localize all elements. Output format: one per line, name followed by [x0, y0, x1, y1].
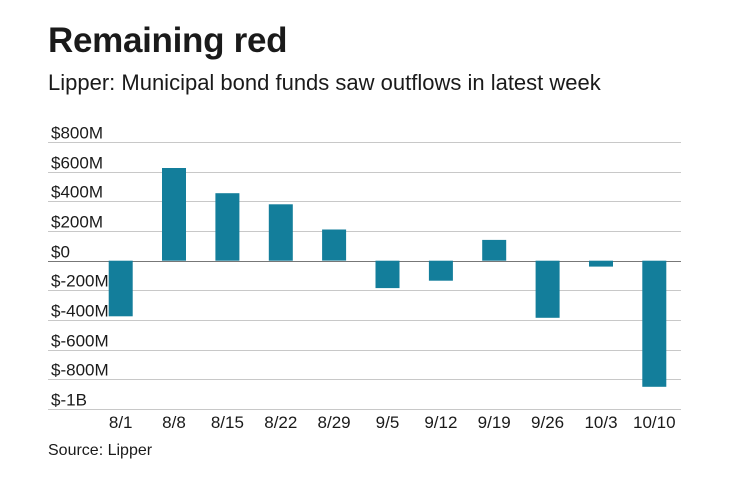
y-tick-label: $-800M — [51, 361, 109, 380]
x-tick-label: 8/8 — [162, 413, 186, 432]
bar-8-1 — [108, 260, 133, 317]
y-tick-label: $-600M — [51, 332, 109, 351]
bar-9-19 — [482, 239, 507, 261]
chart-title: Remaining red — [48, 21, 288, 60]
bars — [108, 168, 667, 387]
x-tick-label: 8/22 — [264, 413, 297, 432]
y-tick-label: $0 — [51, 243, 70, 262]
bar-8-22 — [268, 204, 293, 261]
bar-9-12 — [428, 260, 453, 281]
bar-10-3 — [589, 260, 613, 267]
y-tick-label: $800M — [51, 124, 103, 143]
chart-subtitle: Lipper: Municipal bond funds saw outflow… — [48, 70, 601, 95]
y-tick-label: $-1B — [51, 391, 87, 410]
x-axis-tick-labels: 8/1 8/8 8/15 8/22 8/29 9/5 9/12 9/19 9/26 10/3 10/… — [109, 413, 676, 432]
x-tick-label: 9/12 — [424, 413, 457, 432]
x-tick-label: 8/15 — [211, 413, 244, 432]
y-tick-label: $-400M — [51, 302, 109, 321]
bar-8-8 — [162, 168, 186, 261]
x-tick-label: 9/5 — [376, 413, 400, 432]
bar-10-10 — [642, 260, 667, 387]
y-axis-tick-labels: $800M $600M $400M $200M $0 $-200M $-400M $-600M… — [51, 124, 109, 410]
x-tick-label: 10/10 — [633, 413, 676, 432]
gridlines — [48, 142, 681, 410]
x-tick-label: 8/29 — [318, 413, 351, 432]
x-tick-label: 8/1 — [109, 413, 133, 432]
y-tick-label: $200M — [51, 213, 103, 232]
y-tick-label: $-200M — [51, 272, 109, 291]
x-tick-label: 10/3 — [584, 413, 617, 432]
bar-9-26 — [535, 260, 560, 318]
x-tick-label: 9/26 — [531, 413, 564, 432]
x-tick-label: 9/19 — [478, 413, 511, 432]
bar-9-5 — [375, 260, 400, 289]
source-note: Source: Lipper — [48, 442, 153, 459]
bar-8-15 — [215, 193, 240, 261]
bar-8-29 — [322, 229, 347, 261]
y-tick-label: $600M — [51, 154, 103, 173]
y-tick-label: $400M — [51, 183, 103, 202]
